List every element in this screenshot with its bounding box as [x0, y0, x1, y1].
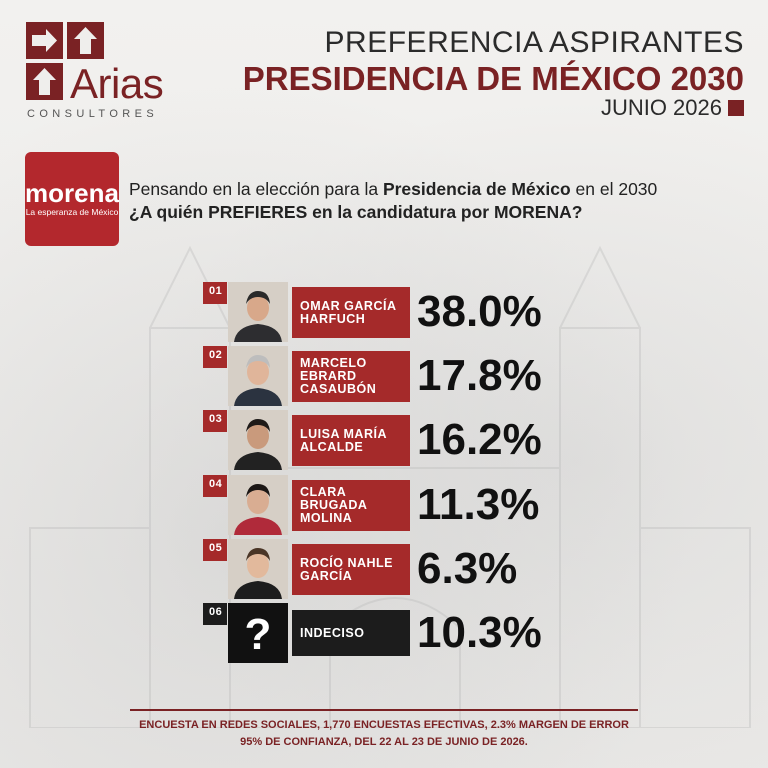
candidate-name: ROCÍO NAHLE GARCÍA — [300, 555, 393, 583]
candidate-name-box: MARCELO EBRARD CASAUBÓN — [292, 351, 410, 402]
candidate-name-box: CLARA BRUGADA MOLINA — [292, 480, 410, 531]
rank-number: 04 — [209, 478, 223, 490]
result-row: 05 ROCÍO NAHLE GARCÍA 6.3% — [203, 539, 729, 599]
arrow-up-icon — [67, 22, 104, 59]
svg-text:?: ? — [245, 610, 272, 659]
morena-party-logo: morena La esperanza de México — [25, 152, 119, 246]
rank-tab — [203, 475, 227, 497]
footer-line-1: ENCUESTA EN REDES SOCIALES, 1,770 ENCUES… — [139, 719, 629, 731]
candidate-name: OMAR GARCÍA HARFUCH — [300, 298, 397, 326]
candidate-name: LUISA MARÍA ALCALDE — [300, 426, 387, 454]
rank-number: 01 — [209, 285, 223, 297]
percentage-label: 17.8% — [417, 351, 542, 400]
rank-tab — [203, 410, 227, 432]
percentage-label: 16.2% — [417, 415, 542, 464]
percentage-label: 10.3% — [417, 608, 542, 657]
question-line-2: ¿A quién PREFIERES en la candidatura por… — [129, 202, 583, 222]
candidate-photo — [228, 410, 288, 470]
question-line-1: Pensando en la elección para la Presiden… — [129, 179, 658, 199]
candidate-photo — [228, 539, 288, 599]
candidate-name-box: LUISA MARÍA ALCALDE — [292, 415, 410, 466]
rank-number: 03 — [209, 413, 223, 425]
rank-tab — [203, 603, 227, 625]
arrow-up-icon — [26, 63, 63, 100]
rank-tab — [203, 539, 227, 561]
rank-number: 05 — [209, 542, 223, 554]
rank-tab — [203, 282, 227, 304]
logo-brand-text: Arias — [70, 60, 164, 107]
result-row: 03 LUISA MARÍA ALCALDE 16.2% — [203, 410, 729, 470]
rank-number: 02 — [209, 349, 223, 361]
arias-logo: Arias CONSULTORES — [26, 22, 186, 122]
percentage-label: 38.0% — [417, 287, 542, 336]
logo-subtitle: CONSULTORES — [27, 108, 159, 120]
result-row: 06? INDECISO 10.3% — [203, 603, 729, 663]
candidate-name: CLARA BRUGADA MOLINA — [300, 485, 368, 525]
arrow-right-icon — [26, 22, 63, 59]
question-mark-icon: ? — [228, 603, 288, 663]
percentage-label: 6.3% — [417, 544, 518, 593]
party-name: morena — [25, 178, 119, 208]
candidate-name-box: INDECISO — [292, 610, 410, 656]
candidate-name: MARCELO EBRARD CASAUBÓN — [300, 356, 377, 396]
candidate-photo — [228, 282, 288, 342]
footer-divider — [130, 709, 638, 711]
percentage-label: 11.3% — [417, 480, 540, 529]
rank-tab — [203, 346, 227, 368]
candidate-name: INDECISO — [300, 625, 365, 640]
result-row: 04 CLARA BRUGADA MOLINA 11.3% — [203, 475, 729, 535]
page-title: PRESIDENCIA DE MÉXICO 2030 — [242, 60, 744, 97]
candidate-name-box: OMAR GARCÍA HARFUCH — [292, 287, 410, 338]
survey-date: JUNIO 2026 — [600, 95, 722, 120]
footer-line-2: 95% DE CONFIANZA, DEL 22 AL 23 DE JUNIO … — [240, 736, 528, 748]
background-building-image — [29, 245, 751, 728]
date-row: JUNIO 2026 — [601, 95, 744, 121]
result-row: 02 MARCELO EBRARD CASAUBÓN 17.8% — [203, 346, 729, 406]
square-icon — [728, 100, 744, 116]
rank-number: 06 — [209, 606, 223, 618]
survey-question: Pensando en la elección para la Presiden… — [129, 178, 749, 224]
candidate-photo — [228, 346, 288, 406]
result-row: 01 OMAR GARCÍA HARFUCH 38.0% — [203, 282, 729, 342]
page-subtitle: PREFERENCIA ASPIRANTES — [324, 26, 744, 59]
party-slogan: La esperanza de México — [25, 207, 119, 217]
footer-methodology: ENCUESTA EN REDES SOCIALES, 1,770 ENCUES… — [0, 717, 768, 751]
candidate-photo — [228, 475, 288, 535]
candidate-name-box: ROCÍO NAHLE GARCÍA — [292, 544, 410, 595]
